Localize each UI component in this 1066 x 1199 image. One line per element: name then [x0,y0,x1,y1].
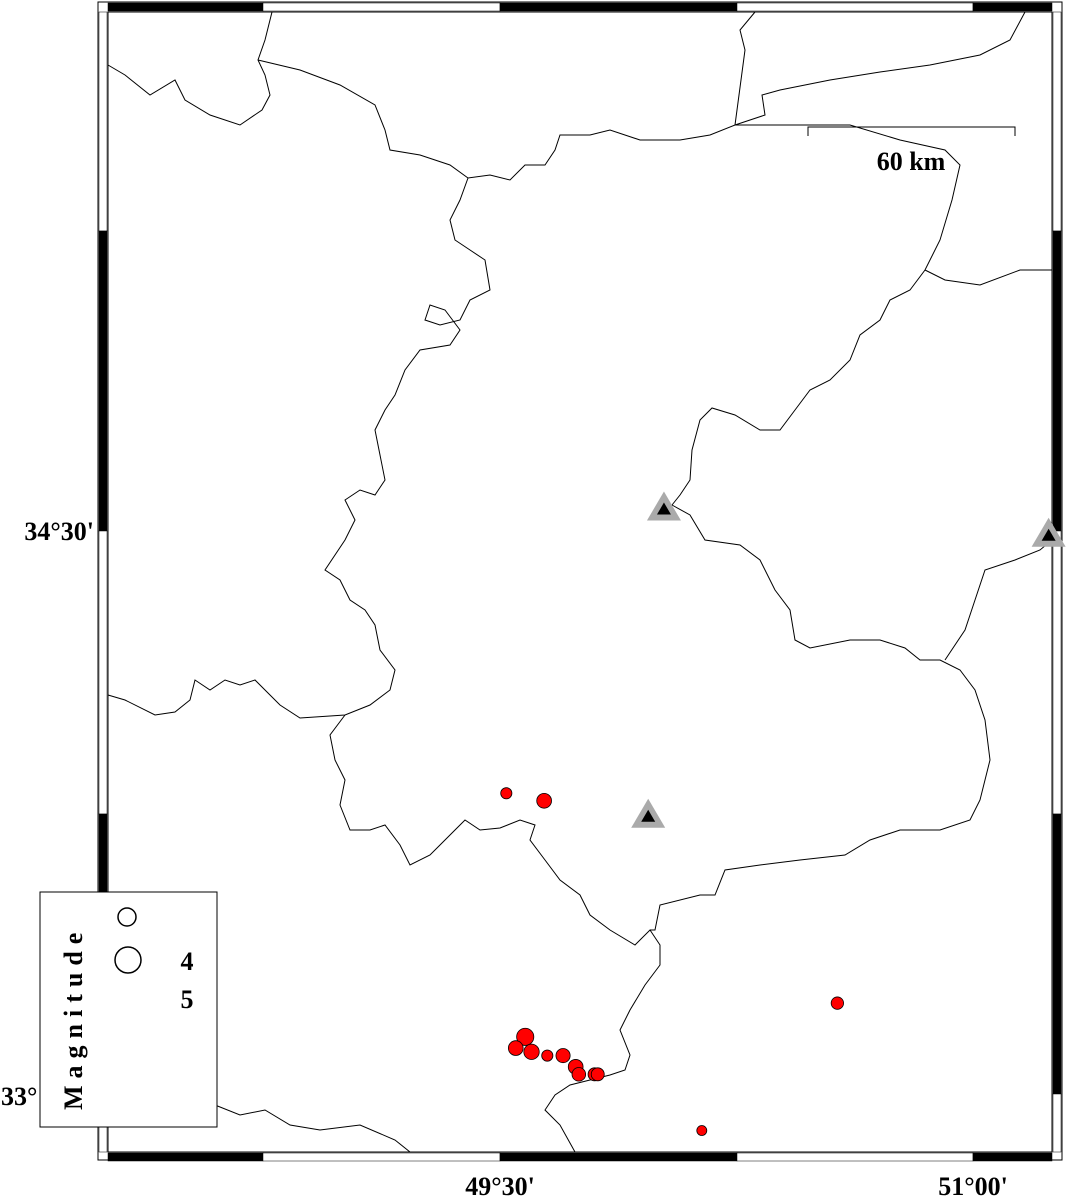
frame-bar-segment [107,1152,264,1162]
map-frame [97,1,1063,1161]
frame-bar-segment [1052,230,1062,532]
y-tick-label: 33° [1,1082,37,1111]
events [500,787,844,1136]
earthquake-event [555,1048,571,1064]
earthquake-event [830,996,844,1010]
earthquake-event [507,1040,524,1056]
earthquake-event [536,792,552,809]
earthquake-event [523,1043,540,1060]
earthquake-event [590,1067,605,1082]
x-tick-label: 51°00' [938,1172,1008,1199]
station-marker [1041,528,1056,541]
borders [107,11,1053,1153]
legend: Magnitude 4 5 [39,891,218,1128]
station-marker [656,502,671,515]
frame-bar-segment [499,2,738,12]
station-marker [641,809,656,822]
frame-bar-segment [107,2,264,12]
frame-bar-segment [98,11,108,232]
frame-bar-segment [972,2,1053,12]
frame-bar-segment [1052,530,1062,815]
legend-label-5: 5 [181,985,194,1014]
scale-bar: 60 km [807,126,1016,176]
stations [631,491,1066,828]
frame-bar-segment [736,1152,974,1162]
y-tick-label: 34°30' [24,517,94,546]
frame-bar-segment [736,2,974,12]
frame-bar-segment [1052,11,1062,232]
legend-title: Magnitude [59,926,88,1110]
axis-labels: 49°30' 51°00' 34°30' 33° [1,517,1008,1199]
earthquake-event [500,787,513,800]
scale-bar-label: 60 km [877,147,946,176]
earthquake-event [541,1049,554,1062]
frame-bar-segment [262,2,501,12]
x-tick-label: 49°30' [465,1172,535,1199]
frame-bar-segment [1052,1093,1062,1153]
frame-bar-segment [1052,813,1062,1095]
frame-bar-segment [972,1152,1053,1162]
earthquake-event [696,1125,708,1136]
legend-symbol-4 [117,907,137,927]
frame-bar-segment [262,1152,501,1162]
earthquake-event [571,1067,587,1082]
frame-bar-segment [499,1152,738,1162]
earthquake-event [516,1027,535,1046]
legend-symbol-5 [114,946,142,974]
legend-label-4: 4 [181,947,194,976]
frame-bar-segment [98,530,108,815]
frame-bar-segment [98,230,108,532]
